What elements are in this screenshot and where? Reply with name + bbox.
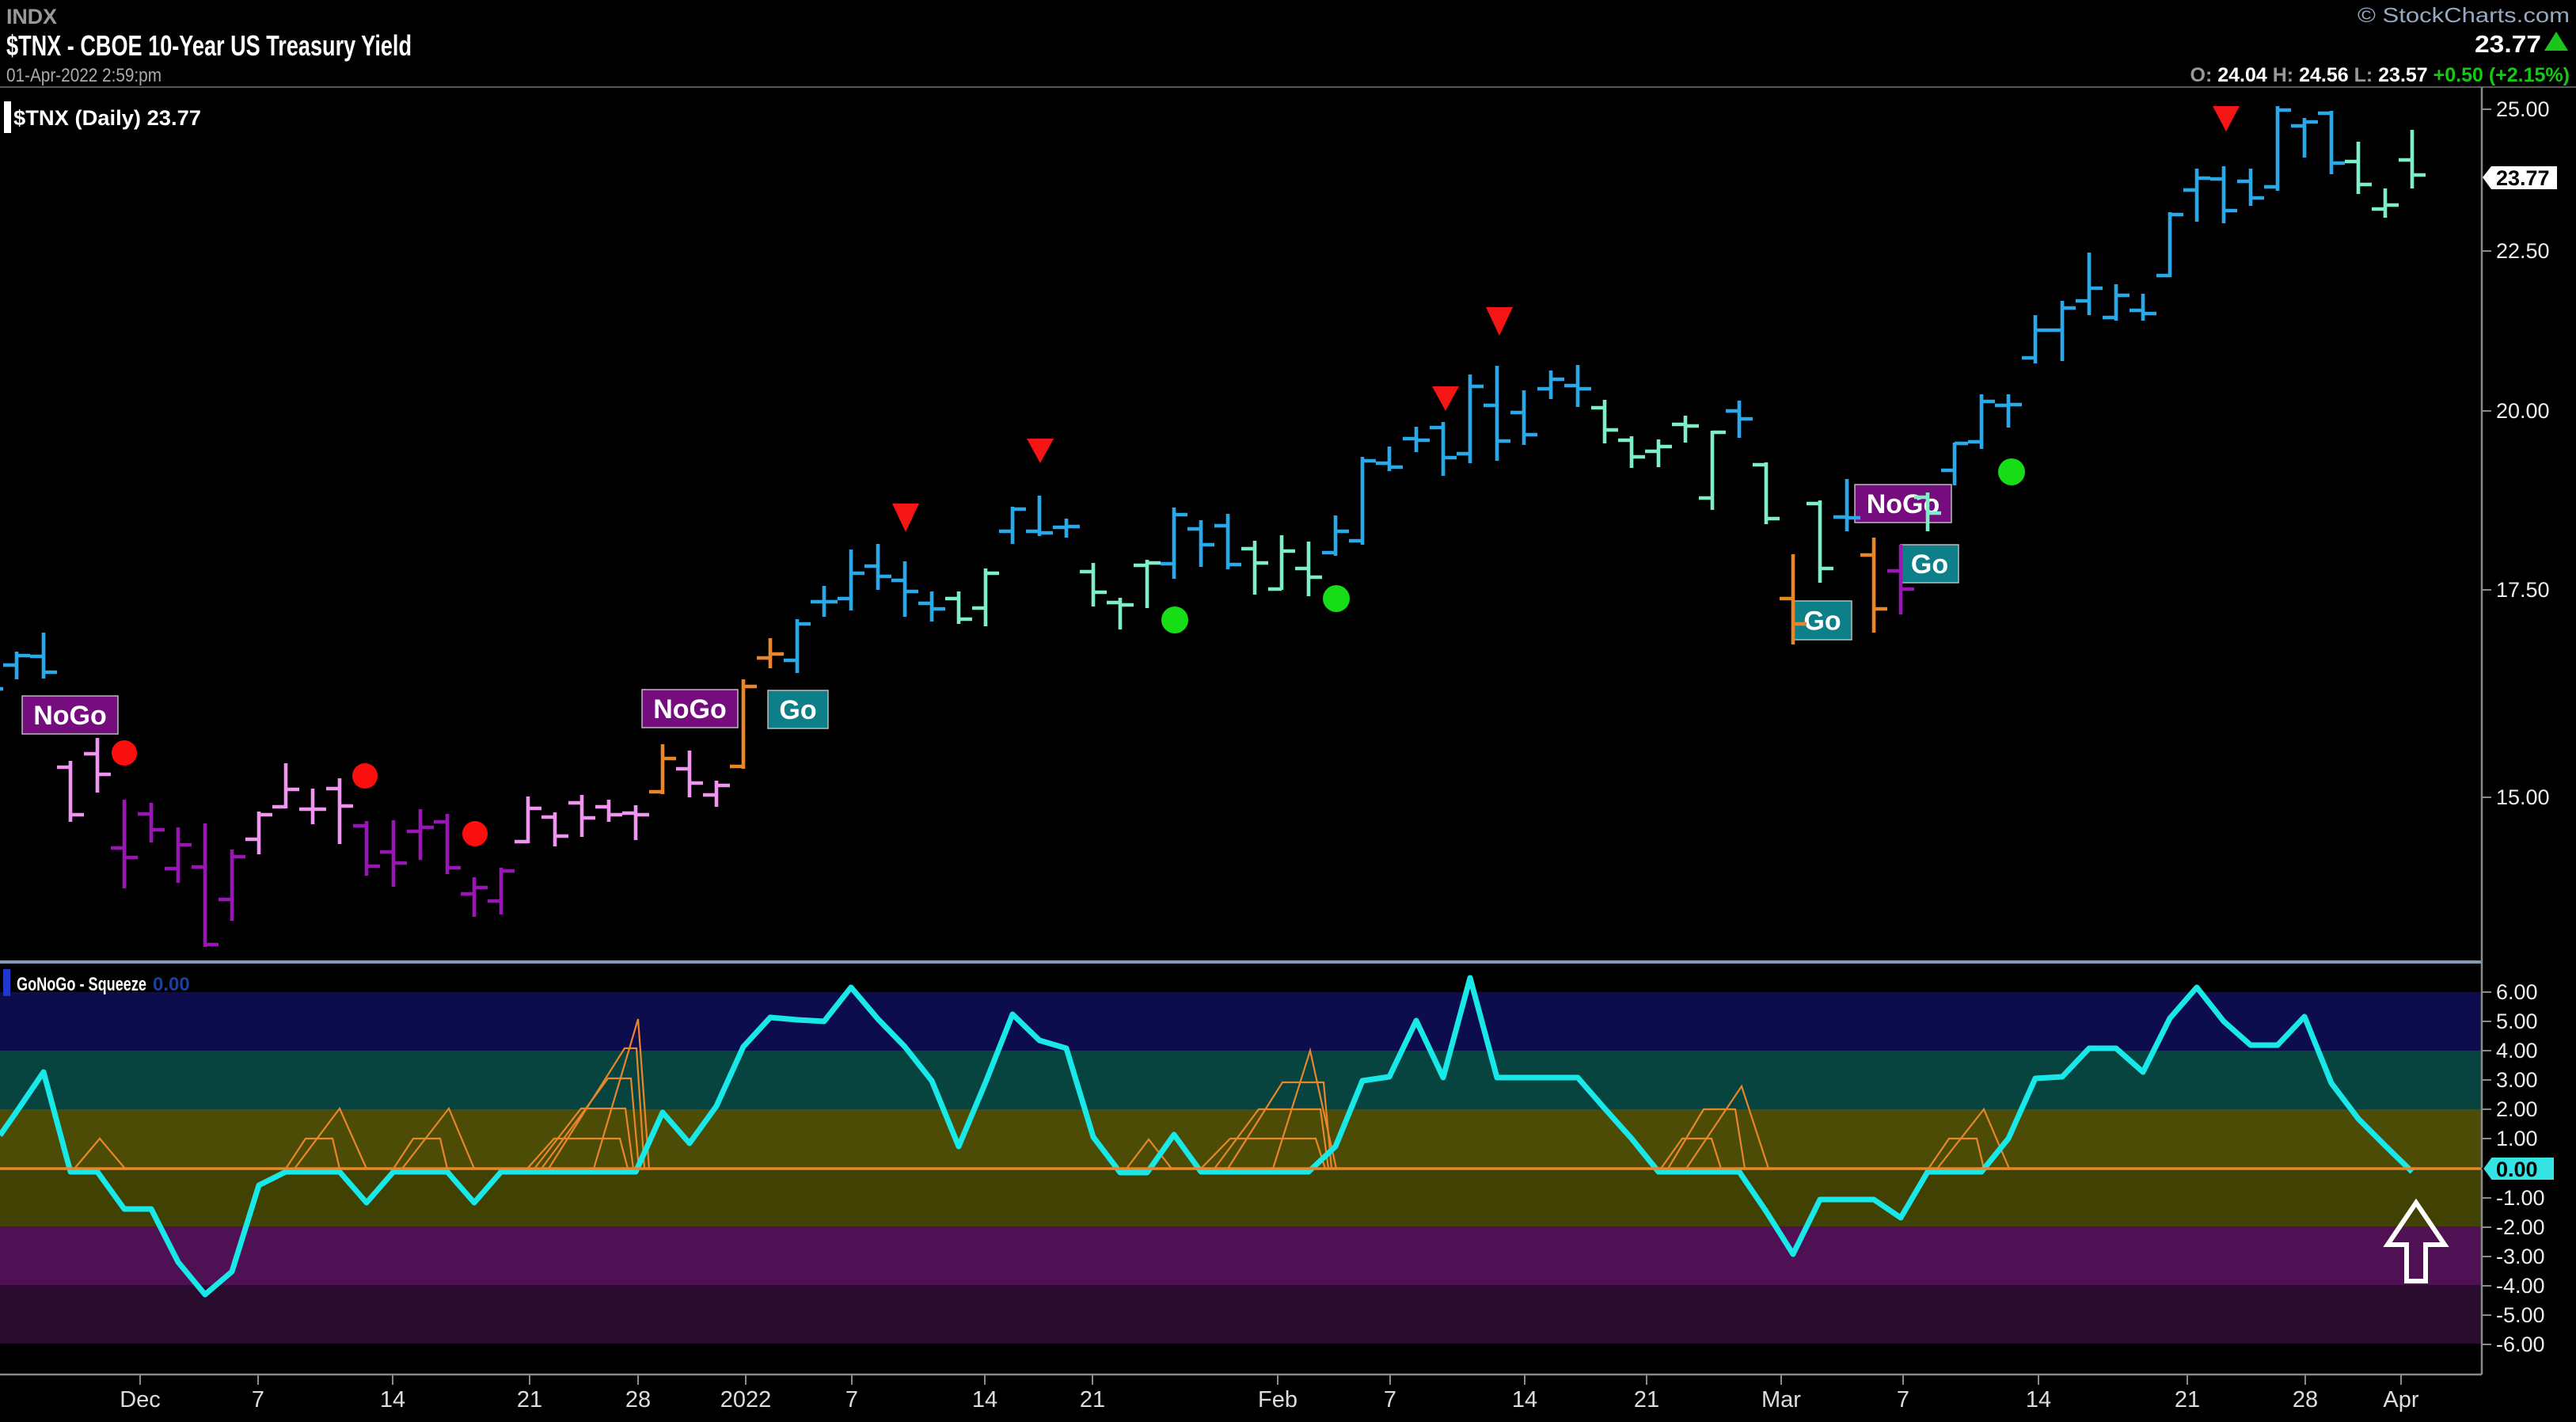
svg-text:5.00: 5.00 — [2496, 1009, 2538, 1033]
svg-text:15.00: 15.00 — [2496, 785, 2550, 809]
svg-text:3.00: 3.00 — [2496, 1068, 2538, 1092]
svg-text:-5.00: -5.00 — [2496, 1303, 2545, 1327]
svg-text:INDX: INDX — [6, 5, 57, 29]
svg-text:4.00: 4.00 — [2496, 1039, 2538, 1063]
svg-text:6.00: 6.00 — [2496, 980, 2538, 1004]
svg-text:-2.00: -2.00 — [2496, 1215, 2545, 1239]
svg-text:0.00: 0.00 — [2496, 1158, 2538, 1181]
svg-text:21: 21 — [1080, 1387, 1105, 1412]
svg-text:Mar: Mar — [1761, 1387, 1801, 1412]
svg-text:GoNoGo - Squeeze: GoNoGo - Squeeze — [17, 974, 146, 995]
svg-text:Go: Go — [1803, 606, 1841, 637]
svg-text:Feb: Feb — [1258, 1387, 1297, 1412]
svg-text:Apr: Apr — [2383, 1387, 2418, 1412]
svg-text:14: 14 — [380, 1387, 405, 1412]
svg-text:21: 21 — [1634, 1387, 1659, 1412]
svg-text:14: 14 — [1512, 1387, 1537, 1412]
svg-text:01-Apr-2022 2:59:pm: 01-Apr-2022 2:59:pm — [6, 65, 161, 86]
svg-text:© StockCharts.com: © StockCharts.com — [2358, 3, 2570, 27]
svg-text:-6.00: -6.00 — [2496, 1333, 2545, 1356]
svg-text:14: 14 — [972, 1387, 997, 1412]
svg-text:7: 7 — [252, 1387, 264, 1412]
svg-text:Go: Go — [779, 695, 816, 725]
svg-text:23.77: 23.77 — [2496, 166, 2550, 190]
svg-text:20.00: 20.00 — [2496, 399, 2550, 423]
svg-text:Go: Go — [1911, 549, 1948, 580]
svg-text:22.50: 22.50 — [2496, 239, 2550, 263]
svg-text:Dec: Dec — [120, 1387, 161, 1412]
svg-text:14: 14 — [2026, 1387, 2051, 1412]
svg-text:1.00: 1.00 — [2496, 1127, 2538, 1150]
svg-text:NoGo: NoGo — [653, 694, 727, 724]
svg-text:2.00: 2.00 — [2496, 1097, 2538, 1121]
svg-text:-4.00: -4.00 — [2496, 1274, 2545, 1298]
svg-text:0.00: 0.00 — [153, 974, 190, 995]
svg-text:7: 7 — [1897, 1387, 1909, 1412]
svg-text:28: 28 — [2293, 1387, 2318, 1412]
svg-text:2022: 2022 — [720, 1387, 772, 1412]
svg-text:28: 28 — [625, 1387, 651, 1412]
svg-text:7: 7 — [1384, 1387, 1396, 1412]
svg-text:O: 24.04 H: 24.56 L: 23.57: O: 24.04 H: 24.56 L: 23.57 +0.50 (+2.15%… — [2190, 64, 2570, 86]
svg-text:21: 21 — [517, 1387, 542, 1412]
svg-text:NoGo: NoGo — [33, 701, 107, 731]
svg-text:17.50: 17.50 — [2496, 578, 2550, 602]
svg-text:25.00: 25.00 — [2496, 97, 2550, 121]
svg-text:21: 21 — [2175, 1387, 2200, 1412]
svg-text:7: 7 — [845, 1387, 858, 1412]
svg-text:$TNX - CBOE 10-Year US Treasur: $TNX - CBOE 10-Year US Treasury Yield — [6, 29, 412, 62]
svg-text:$TNX (Daily) 23.77: $TNX (Daily) 23.77 — [13, 106, 201, 130]
svg-text:-3.00: -3.00 — [2496, 1245, 2545, 1268]
svg-text:23.77: 23.77 — [2475, 30, 2541, 58]
svg-text:-1.00: -1.00 — [2496, 1186, 2545, 1210]
